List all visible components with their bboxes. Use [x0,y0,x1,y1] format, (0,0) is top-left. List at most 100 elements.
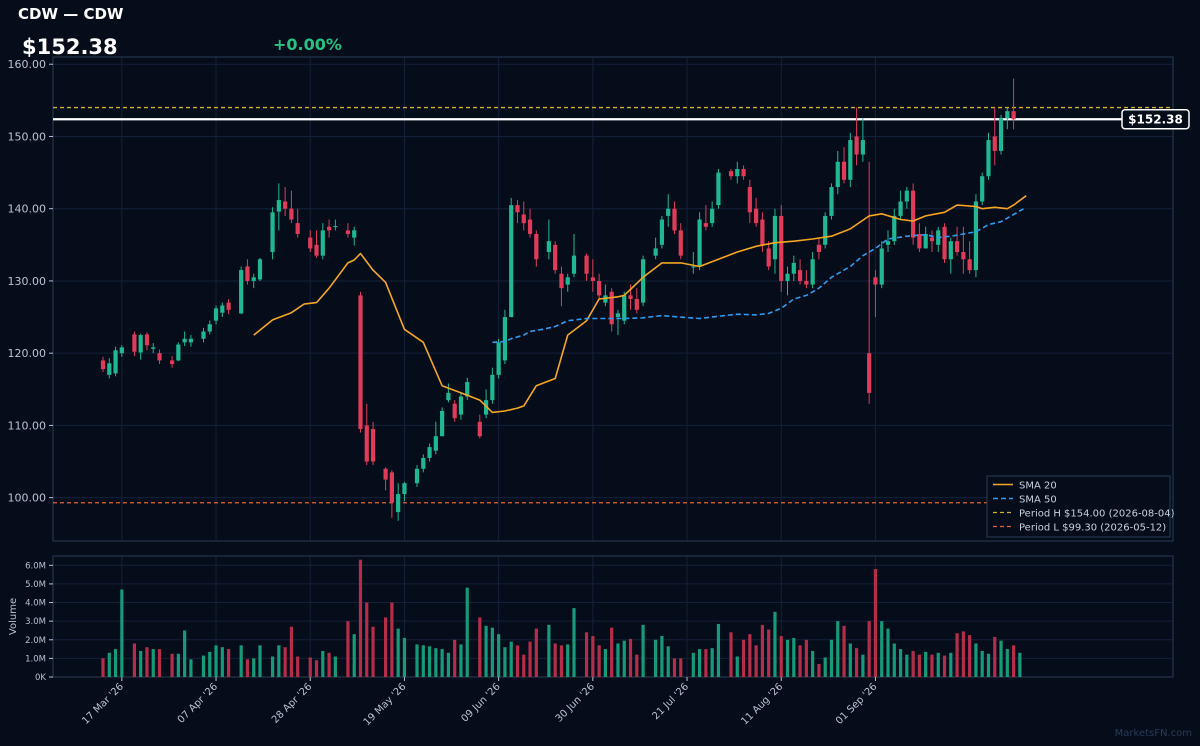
candle-body [226,302,231,310]
candle [879,241,884,289]
candle [835,150,840,195]
volume-bar [848,643,852,677]
candle [867,161,872,404]
candle [251,273,256,289]
volume-bar [346,621,350,677]
price-ytick-label: 120.00 [8,347,47,360]
volume-bar [1012,645,1016,677]
volume-bar [528,641,532,677]
candle [559,266,564,307]
volume-bar [999,640,1003,677]
candle-body [791,262,796,274]
candle [314,230,319,258]
xtick-label: 17 Mar '26 [80,681,126,727]
volume-bar [415,644,419,677]
candle-body [201,331,206,339]
candle [295,208,300,238]
volume-ytick-label: 2.0M [25,636,46,646]
price-ytick-label: 100.00 [8,492,47,505]
candle [107,358,112,379]
candle [257,257,263,281]
candle [515,200,520,224]
volume-bar [704,649,708,677]
volume-bar [986,653,991,677]
candle-body [810,259,815,285]
xtick-label: 19 May '26 [362,681,409,728]
last-price-tag-label: $152.38 [1128,113,1183,127]
candle [144,332,150,351]
volume-bar [748,634,752,677]
volume-bar [817,663,821,677]
last-price-tag-box [1121,109,1190,130]
candle-body [659,219,665,245]
volume-bar [503,647,507,677]
candle-body [954,241,960,253]
volume-axis-label: Volume [8,598,19,635]
candle [553,241,558,274]
candle-body [653,248,658,256]
volume-bar [924,651,928,677]
candle [942,223,947,263]
candle [860,118,865,162]
candle [653,237,658,260]
volume-bar [942,655,947,677]
volume-bar [321,650,325,677]
candle-body [295,223,300,234]
candle-body [640,259,646,303]
volume-bar [610,627,614,677]
price-change: +0.00% [273,35,342,54]
candle-body [904,190,909,202]
volume-bar [522,654,526,677]
candle [427,443,432,462]
candle [885,230,891,253]
volume-series [101,559,1022,677]
candle [502,309,508,365]
candle-body [622,295,627,321]
candle-body [911,190,916,238]
legend-item-period-high: Period H $154.00 (2026-08-04) [1019,509,1175,520]
candle-body [967,259,972,271]
volume-bar [170,653,174,677]
candle-body [923,233,928,249]
candle-body [326,226,332,231]
candle [609,288,614,332]
watermark: MarketsFN.com [1115,728,1192,739]
candle-body [779,215,784,281]
candle [973,194,979,278]
candle-body [678,230,683,256]
candle [936,226,941,253]
volume-bar [365,602,369,677]
candle-body [666,208,671,216]
candle-body [151,347,156,349]
sma20-line [253,195,1027,414]
candle-body [992,136,997,151]
volume-bar [603,649,607,677]
volume-bar [836,621,840,677]
volume-bar [823,657,827,677]
volume-bar [132,643,136,677]
grid-layer [53,57,1173,678]
candle [383,467,388,491]
candle-body [308,237,313,249]
xtick-label: 28 Apr '26 [270,681,314,725]
candle-body [534,233,539,260]
candle-body [986,140,991,177]
candle-body [320,230,325,256]
candle-body [465,382,470,397]
volume-bar [553,643,557,677]
candle-body [333,226,338,228]
volume-bar [811,650,815,677]
candle-body [754,208,759,224]
volume-bar [861,654,865,677]
candle [138,333,143,360]
candle [678,223,683,260]
candle-body [672,208,677,231]
candle [458,392,464,420]
candle [483,389,489,419]
volume-bar [936,652,940,677]
candle [785,266,790,296]
volume-bar [660,636,664,677]
volume-bar [509,641,513,677]
candle-body [477,421,482,437]
volume-bar [898,649,903,677]
